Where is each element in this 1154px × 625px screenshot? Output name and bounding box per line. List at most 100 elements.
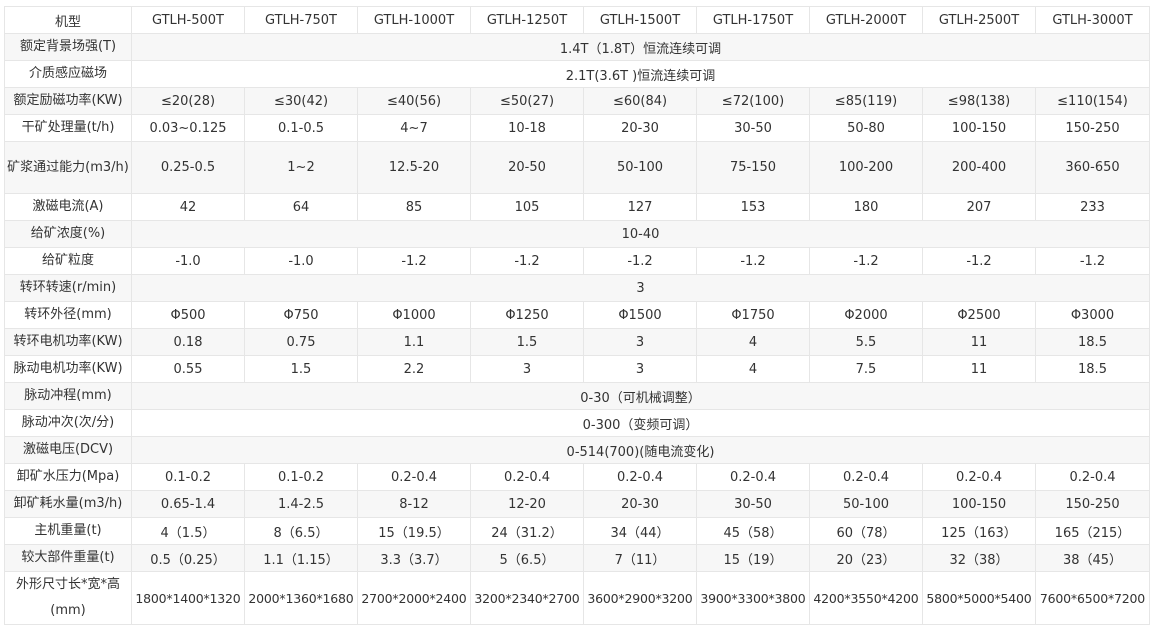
model-header: GTLH-2500T (922, 6, 1036, 34)
value-cell: 0.2-0.4 (470, 463, 584, 491)
value-cell: 4~7 (357, 114, 471, 142)
value-cell: 8（6.5） (244, 517, 358, 545)
value-cell: ≤30(42) (244, 87, 358, 115)
value-cell: 0.65-1.4 (131, 490, 245, 518)
row-label: 外形尺寸长*宽*高(mm) (4, 571, 132, 625)
value-cell: 64 (244, 193, 358, 221)
value-cell: 32（38） (922, 544, 1036, 572)
value-cell: 1.1 (357, 328, 471, 356)
value-cell: 75-150 (696, 141, 810, 194)
value-cell: 11 (922, 328, 1036, 356)
row-label: 转环外径(mm) (4, 301, 132, 329)
table-row: 干矿处理量(t/h) 0.03~0.125 0.1-0.5 4~7 10-18 20-30… (4, 114, 1150, 142)
value-cell: 0.55 (131, 355, 245, 383)
value-cell: 0.1-0.2 (244, 463, 358, 491)
value-cell: ≤85(119) (809, 87, 923, 115)
value-cell: ≤98(138) (922, 87, 1036, 115)
value-cell: 10-18 (470, 114, 584, 142)
value-cell: ≤60(84) (583, 87, 697, 115)
value-cell: 1.4-2.5 (244, 490, 358, 518)
value-cell: 4 (696, 355, 810, 383)
table-row: 较大部件重量(t) 0.5（0.25） 1.1（1.15） 3.3（3.7） 5（6.5… (4, 544, 1150, 572)
row-label: 主机重量(t) (4, 517, 132, 545)
merged-value-cell: 1.4T（1.8T）恒流连续可调 (131, 33, 1150, 61)
value-cell: ≤50(27) (470, 87, 584, 115)
value-cell: Φ2000 (809, 301, 923, 329)
value-cell: 30-50 (696, 490, 810, 518)
model-header: GTLH-3000T (1035, 6, 1150, 34)
value-cell: 180 (809, 193, 923, 221)
merged-value-cell: 0-30（可机械调整） (131, 382, 1150, 410)
value-cell: 3900*3300*3800 (696, 571, 810, 625)
header-label: 机型 (4, 6, 132, 34)
value-cell: ≤110(154) (1035, 87, 1150, 115)
value-cell: -1.2 (470, 247, 584, 275)
value-cell: Φ500 (131, 301, 245, 329)
value-cell: 165（215） (1035, 517, 1150, 545)
value-cell: 0.2-0.4 (357, 463, 471, 491)
value-cell: 0.2-0.4 (1035, 463, 1150, 491)
value-cell: 20-30 (583, 114, 697, 142)
model-header: GTLH-1500T (583, 6, 697, 34)
value-cell: 125（163） (922, 517, 1036, 545)
spec-body: 额定背景场强(T) 1.4T（1.8T）恒流连续可调 介质感应磁场 2.1T(3.6T… (4, 33, 1150, 625)
value-cell: 0.1-0.2 (131, 463, 245, 491)
value-cell: 7.5 (809, 355, 923, 383)
value-cell: 2.2 (357, 355, 471, 383)
table-row: 额定励磁功率(KW) ≤20(28) ≤30(42) ≤40(56) ≤50(27) ≤6… (4, 87, 1150, 115)
value-cell: 200-400 (922, 141, 1036, 194)
value-cell: 18.5 (1035, 355, 1150, 383)
row-label: 激磁电压(DCV) (4, 436, 132, 464)
table-row: 卸矿耗水量(m3/h) 0.65-1.4 1.4-2.5 8-12 12-20 20-30… (4, 490, 1150, 518)
value-cell: 45（58） (696, 517, 810, 545)
value-cell: 50-80 (809, 114, 923, 142)
row-label: 转环电机功率(KW) (4, 328, 132, 356)
value-cell: 0.25-0.5 (131, 141, 245, 194)
value-cell: 3 (470, 355, 584, 383)
value-cell: 0.1-0.5 (244, 114, 358, 142)
value-cell: 150-250 (1035, 490, 1150, 518)
header-row: 机型 GTLH-500T GTLH-750T GTLH-1000T GTLH-1… (4, 6, 1150, 34)
value-cell: Φ2500 (922, 301, 1036, 329)
value-cell: Φ3000 (1035, 301, 1150, 329)
table-row: 脉动冲次(次/分) 0-300（变频可调） (4, 409, 1150, 437)
value-cell: 5.5 (809, 328, 923, 356)
value-cell: 0.18 (131, 328, 245, 356)
value-cell: 60（78） (809, 517, 923, 545)
value-cell: 8-12 (357, 490, 471, 518)
value-cell: 1800*1400*1320 (131, 571, 245, 625)
value-cell: 4（1.5） (131, 517, 245, 545)
value-cell: 12.5-20 (357, 141, 471, 194)
value-cell: 38（45） (1035, 544, 1150, 572)
value-cell: 0.2-0.4 (583, 463, 697, 491)
value-cell: 0.2-0.4 (922, 463, 1036, 491)
value-cell: 3200*2340*2700 (470, 571, 584, 625)
value-cell: 4200*3550*4200 (809, 571, 923, 625)
row-label: 脉动电机功率(KW) (4, 355, 132, 383)
merged-value-cell: 0-300（变频可调） (131, 409, 1150, 437)
value-cell: 150-250 (1035, 114, 1150, 142)
value-cell: 2700*2000*2400 (357, 571, 471, 625)
value-cell: -1.2 (922, 247, 1036, 275)
spec-table: 机型 GTLH-500T GTLH-750T GTLH-1000T GTLH-1… (4, 6, 1150, 625)
value-cell: -1.2 (357, 247, 471, 275)
table-row: 外形尺寸长*宽*高(mm) 1800*1400*1320 2000*1360*168… (4, 571, 1150, 625)
table-row: 卸矿水压力(Mpa) 0.1-0.2 0.1-0.2 0.2-0.4 0.2-0.4 0.… (4, 463, 1150, 491)
value-cell: 0.2-0.4 (809, 463, 923, 491)
value-cell: 127 (583, 193, 697, 221)
table-row: 脉动电机功率(KW) 0.55 1.5 2.2 3 3 4 7.5 11 18.5 (4, 355, 1150, 383)
merged-value-cell: 10-40 (131, 220, 1150, 248)
table-row: 给矿粒度 -1.0 -1.0 -1.2 -1.2 -1.2 -1.2 -1.2 -1.2 -1.2 (4, 247, 1150, 275)
value-cell: 1.5 (470, 328, 584, 356)
row-label: 转环转速(r/min) (4, 274, 132, 302)
table-row: 给矿浓度(%) 10-40 (4, 220, 1150, 248)
value-cell: 15（19.5） (357, 517, 471, 545)
value-cell: -1.2 (696, 247, 810, 275)
row-label: 脉动冲次(次/分) (4, 409, 132, 437)
row-label: 给矿浓度(%) (4, 220, 132, 248)
value-cell: 105 (470, 193, 584, 221)
row-label: 卸矿耗水量(m3/h) (4, 490, 132, 518)
row-label: 介质感应磁场 (4, 60, 132, 88)
row-label: 脉动冲程(mm) (4, 382, 132, 410)
value-cell: 18.5 (1035, 328, 1150, 356)
